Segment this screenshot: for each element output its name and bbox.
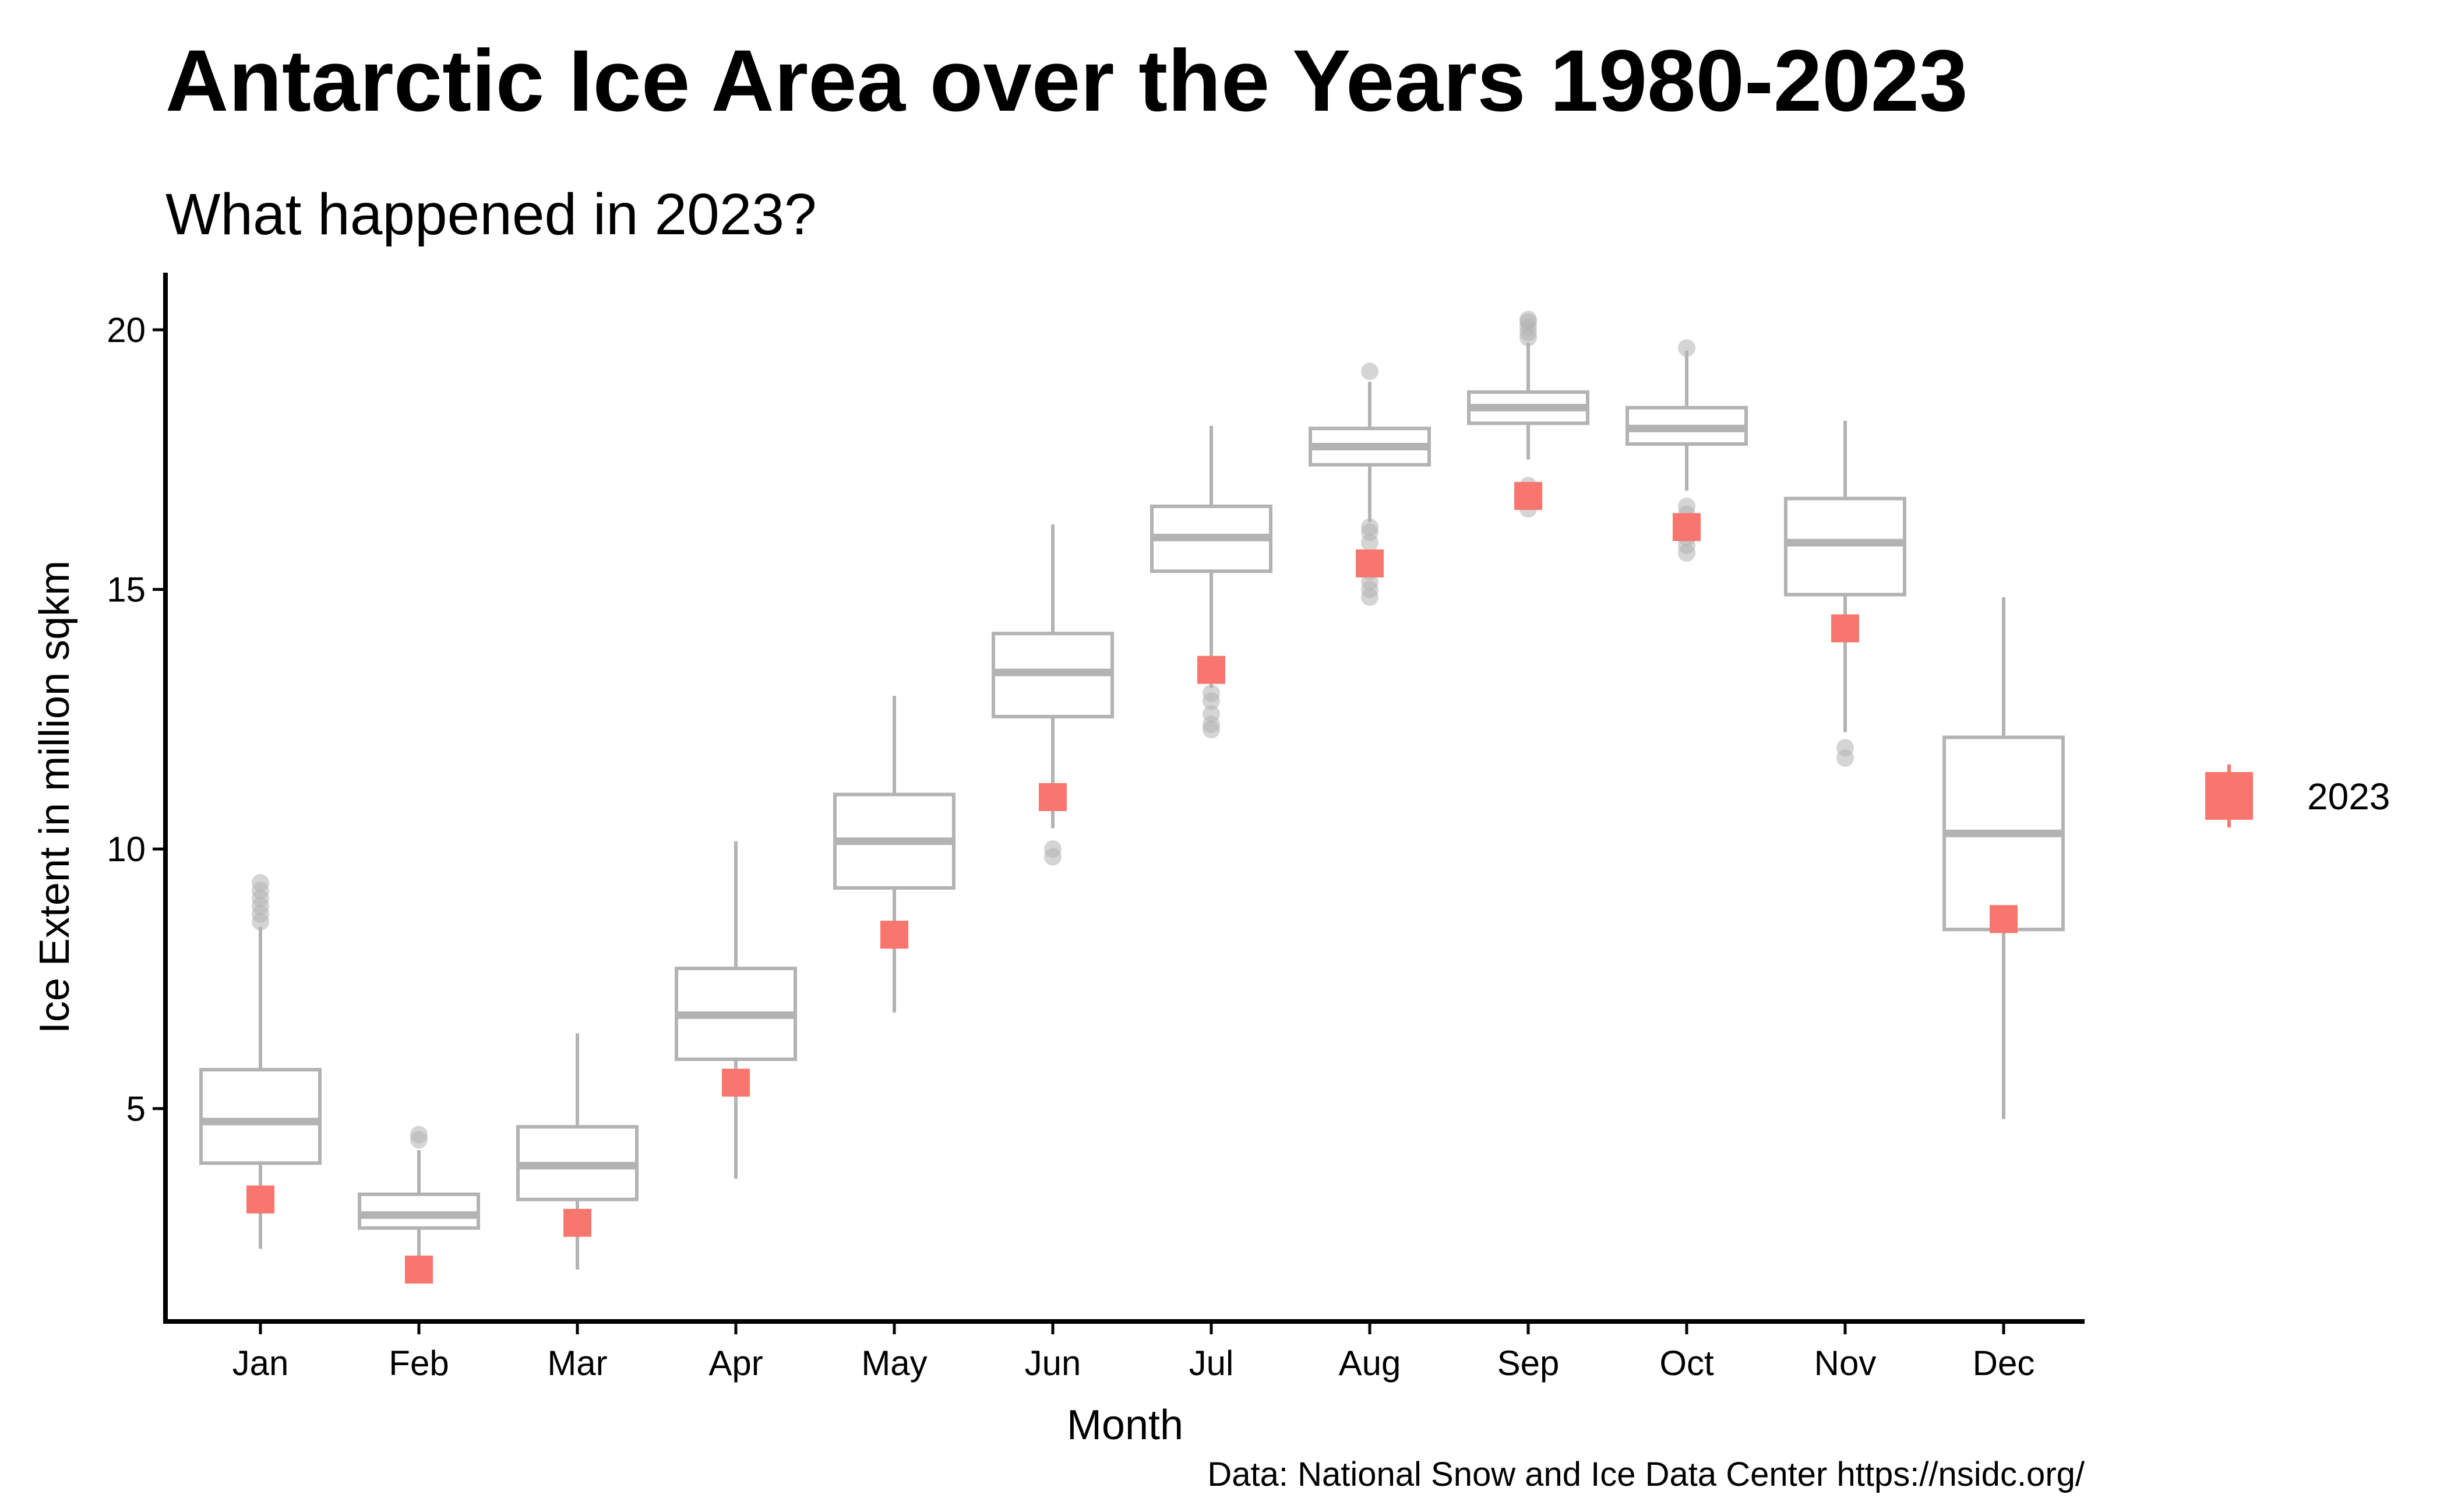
x-axis-title: Month <box>1067 1402 1183 1448</box>
plot-area <box>199 311 2065 1284</box>
outlier-feb-1 <box>410 1126 428 1144</box>
boxplot-jul <box>1150 425 1272 739</box>
boxplot-jun <box>992 524 1114 866</box>
x-tick-label-jan: Jan <box>232 1344 289 1383</box>
y-tick-label-10: 10 <box>107 830 146 869</box>
chart-title: Antarctic Ice Area over the Years 1980-2… <box>165 31 1968 129</box>
boxplot-mar <box>516 1033 639 1270</box>
x-tick-label-mar: Mar <box>547 1344 607 1383</box>
legend-label-2023: 2023 <box>2307 776 2390 817</box>
point-2023-may <box>880 921 908 949</box>
point-2023-apr <box>722 1069 750 1097</box>
x-tick-label-may: May <box>861 1344 927 1383</box>
x-tick-label-apr: Apr <box>708 1344 763 1383</box>
point-2023-oct <box>1673 513 1701 541</box>
box-jan <box>199 1067 322 1165</box>
y-axis-ticks: 5 10 15 20 <box>107 311 165 1129</box>
x-tick-label-jun: Jun <box>1025 1344 1081 1383</box>
point-2023-nov <box>1831 614 1859 643</box>
outlier-aug-7 <box>1361 518 1378 536</box>
outlier-oct-7 <box>1678 339 1695 357</box>
outlier-jul-4 <box>1203 684 1220 702</box>
boxplot-nov <box>1784 420 1906 767</box>
outlier-jun-1 <box>1044 840 1062 858</box>
box-feb <box>358 1192 480 1230</box>
point-2023-aug <box>1356 549 1384 578</box>
point-2023-jun <box>1039 783 1067 811</box>
boxplot-feb <box>358 1126 480 1260</box>
boxplot-apr <box>675 841 797 1179</box>
boxplot-may <box>833 696 955 1013</box>
boxplot-aug <box>1309 362 1431 606</box>
x-tick-label-oct: Oct <box>1659 1344 1714 1383</box>
legend-key-square <box>2205 772 2253 820</box>
outlier-oct-6 <box>1678 497 1695 515</box>
point-2023-feb <box>405 1255 433 1284</box>
x-tick-label-feb: Feb <box>389 1344 449 1383</box>
outlier-aug-8 <box>1361 362 1378 380</box>
point-2023-jan <box>246 1185 274 1214</box>
boxplot-jan <box>199 874 322 1249</box>
point-2023-mar <box>563 1208 591 1237</box>
outlier-sep-8 <box>1519 311 1537 329</box>
chart-subtitle: What happened in 2023? <box>165 182 817 247</box>
boxplot-dec <box>1942 597 2065 1119</box>
x-axis-ticks: Jan Feb Mar Apr May Jun Jul Aug Sep Oct Nov Dec <box>232 1321 2035 1383</box>
x-tick-label-dec: Dec <box>1973 1344 2035 1383</box>
x-tick-label-nov: Nov <box>1814 1344 1877 1383</box>
x-tick-label-jul: Jul <box>1189 1344 1234 1383</box>
y-tick-label-15: 15 <box>107 570 146 609</box>
outlier-nov-1 <box>1836 739 1854 757</box>
y-axis-title: Ice Extent in million sqkm <box>31 561 78 1034</box>
x-tick-label-sep: Sep <box>1497 1344 1560 1383</box>
y-tick-label-20: 20 <box>107 311 146 350</box>
outlier-jul-2 <box>1203 705 1220 723</box>
y-tick-label-5: 5 <box>126 1090 146 1129</box>
legend: 2023 <box>2205 764 2390 827</box>
box-nov <box>1784 496 1906 597</box>
point-2023-dec <box>1990 905 2018 933</box>
x-tick-label-aug: Aug <box>1339 1344 1401 1383</box>
data-source-caption: Data: National Snow and Ice Data Center … <box>1207 1455 2085 1493</box>
point-2023-sep <box>1514 482 1542 510</box>
point-2023-jul <box>1197 655 1225 684</box>
outlier-jan-5 <box>252 874 269 892</box>
